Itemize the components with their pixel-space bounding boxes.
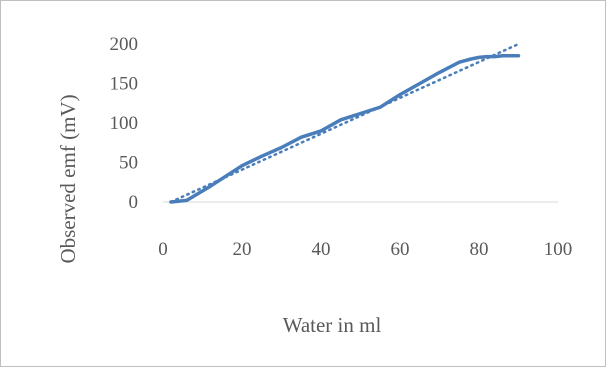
x-tick-label: 40	[312, 239, 331, 260]
x-tick-labels: 0 20 40 60 80 100	[158, 239, 572, 260]
series-layer	[169, 42, 521, 204]
series-line-solid	[169, 54, 521, 204]
x-tick-label: 60	[391, 239, 410, 260]
x-tick-label: 100	[544, 239, 573, 260]
y-tick-label: 0	[129, 192, 139, 213]
x-tick-label: 80	[470, 239, 489, 260]
x-tick-label: 0	[158, 239, 168, 260]
x-axis-title: Water in ml	[283, 313, 382, 337]
y-tick-label: 150	[110, 74, 139, 95]
y-tick-label: 200	[110, 34, 139, 55]
trendline-dotted	[169, 42, 520, 204]
y-tick-labels: 0 50 100 150 200	[110, 34, 139, 213]
y-tick-label: 50	[119, 153, 138, 174]
x-tick-label: 20	[233, 239, 252, 260]
y-axis-title: Observed emf (mV)	[56, 94, 80, 263]
y-tick-label: 100	[110, 113, 139, 134]
